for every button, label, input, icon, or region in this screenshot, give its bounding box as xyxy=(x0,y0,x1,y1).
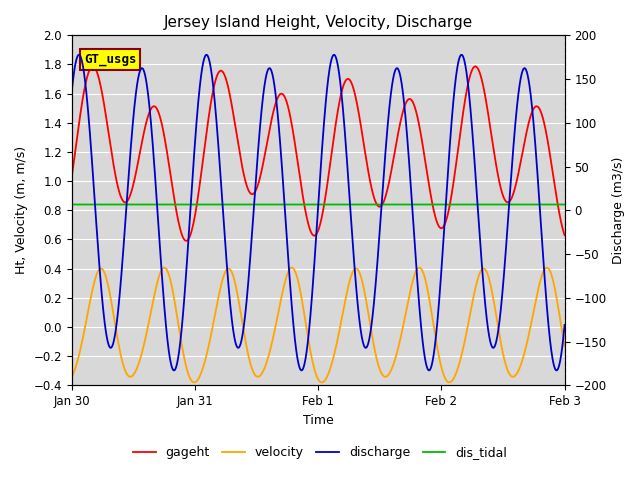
gageht xyxy=(547,157,555,163)
dis_tidal xyxy=(68,202,76,207)
gageht xyxy=(68,174,76,180)
velocity xyxy=(308,353,316,359)
gageht xyxy=(472,63,479,69)
gageht xyxy=(561,232,568,238)
Y-axis label: Ht, Velocity (m, m/s): Ht, Velocity (m, m/s) xyxy=(15,146,28,275)
Line: discharge: discharge xyxy=(72,55,564,371)
discharge xyxy=(561,322,568,328)
gageht xyxy=(93,69,100,75)
discharge xyxy=(93,229,100,235)
velocity xyxy=(547,270,555,276)
gageht xyxy=(547,156,554,161)
velocity xyxy=(93,271,100,276)
Text: GT_usgs: GT_usgs xyxy=(84,53,136,66)
Line: velocity: velocity xyxy=(72,268,564,383)
discharge xyxy=(68,88,76,94)
discharge xyxy=(294,360,302,366)
discharge xyxy=(308,300,316,306)
dis_tidal xyxy=(546,202,554,207)
dis_tidal xyxy=(294,202,302,207)
Y-axis label: Discharge (m3/s): Discharge (m3/s) xyxy=(612,156,625,264)
dis_tidal xyxy=(456,202,463,207)
dis_tidal xyxy=(547,202,554,207)
dis_tidal xyxy=(308,202,316,207)
dis_tidal xyxy=(93,202,100,207)
gageht xyxy=(308,230,316,236)
gageht xyxy=(456,132,464,137)
discharge xyxy=(458,52,465,58)
discharge xyxy=(547,342,554,348)
velocity xyxy=(456,358,464,364)
discharge xyxy=(456,53,464,59)
velocity xyxy=(561,344,568,349)
dis_tidal xyxy=(561,202,568,207)
velocity xyxy=(543,265,550,271)
gageht xyxy=(295,166,303,171)
X-axis label: Time: Time xyxy=(303,414,333,427)
velocity xyxy=(68,374,76,380)
Line: gageht: gageht xyxy=(72,66,564,241)
velocity xyxy=(294,279,302,285)
velocity xyxy=(318,380,326,385)
Legend: gageht, velocity, discharge, dis_tidal: gageht, velocity, discharge, dis_tidal xyxy=(128,441,512,464)
Title: Jersey Island Height, Velocity, Discharge: Jersey Island Height, Velocity, Discharg… xyxy=(164,15,473,30)
gageht xyxy=(182,238,190,244)
discharge xyxy=(425,368,433,373)
velocity xyxy=(547,269,554,275)
discharge xyxy=(547,344,555,349)
